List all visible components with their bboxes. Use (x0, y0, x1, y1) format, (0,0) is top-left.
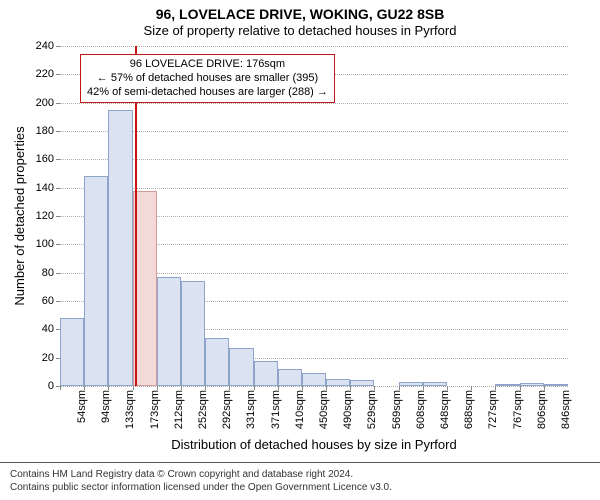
x-tick-label: 569sqm (391, 386, 403, 429)
x-tick-label: 529sqm (366, 386, 378, 429)
x-tick-label: 292sqm (221, 386, 233, 429)
histogram-bar (84, 176, 108, 386)
x-tick-label: 212sqm (173, 386, 185, 429)
annotation-line: 96 LOVELACE DRIVE: 176sqm (87, 58, 328, 72)
histogram-bar (205, 338, 229, 386)
histogram-bar (229, 348, 253, 386)
histogram-bar (278, 369, 302, 386)
y-tick-label: 40 (42, 323, 54, 335)
x-tick-label: 450sqm (318, 386, 330, 429)
x-tick-label: 331sqm (245, 386, 257, 429)
attribution-footer: Contains HM Land Registry data © Crown c… (0, 462, 600, 498)
histogram-bar (302, 373, 326, 386)
y-tick-label: 0 (48, 380, 54, 392)
y-tick-label: 20 (42, 352, 54, 364)
y-tick-label: 220 (36, 68, 54, 80)
histogram-bar (108, 110, 132, 386)
x-tick-label: 767sqm (512, 386, 524, 429)
x-tick-label: 608sqm (415, 386, 427, 429)
y-tick-label: 180 (36, 125, 54, 137)
y-tick-label: 140 (36, 182, 54, 194)
x-tick-label: 846sqm (560, 386, 572, 429)
x-tick-label: 133sqm (124, 386, 136, 429)
x-tick-label: 688sqm (463, 386, 475, 429)
y-tick-label: 80 (42, 267, 54, 279)
histogram-bar (157, 277, 181, 386)
annotation-line: 42% of semi-detached houses are larger (… (87, 86, 328, 100)
chart-title: 96, LOVELACE DRIVE, WOKING, GU22 8SB (0, 0, 600, 22)
footer-line-1: Contains HM Land Registry data © Crown c… (10, 469, 590, 482)
annotation-line: ← 57% of detached houses are smaller (39… (87, 72, 328, 86)
annotation-box: 96 LOVELACE DRIVE: 176sqm← 57% of detach… (80, 54, 335, 103)
y-tick-label: 200 (36, 97, 54, 109)
footer-line-2: Contains public sector information licen… (10, 482, 590, 495)
y-tick-label: 60 (42, 295, 54, 307)
chart-subtitle: Size of property relative to detached ho… (0, 23, 600, 38)
y-tick-label: 100 (36, 238, 54, 250)
histogram-bar (326, 379, 350, 386)
y-tick-label: 240 (36, 40, 54, 52)
y-axis-title: Number of detached properties (12, 46, 27, 386)
histogram-bar (60, 318, 84, 386)
histogram-bar (254, 361, 278, 387)
x-tick-label: 648sqm (439, 386, 451, 429)
x-tick-label: 252sqm (197, 386, 209, 429)
y-tick-label: 120 (36, 210, 54, 222)
x-axis-title: Distribution of detached houses by size … (60, 437, 568, 452)
histogram-bar (181, 281, 205, 386)
y-tick-label: 160 (36, 153, 54, 165)
chart-container: 96, LOVELACE DRIVE, WOKING, GU22 8SB Siz… (0, 0, 600, 500)
x-tick-label: 490sqm (342, 386, 354, 429)
x-tick-label: 371sqm (270, 386, 282, 429)
plot-area: 02040608010012014016018020022024054sqm94… (60, 46, 568, 386)
x-tick-label: 94sqm (100, 386, 112, 423)
x-tick-label: 410sqm (294, 386, 306, 429)
x-tick-label: 173sqm (149, 386, 161, 429)
x-tick-label: 727sqm (487, 386, 499, 429)
x-tick-label: 54sqm (76, 386, 88, 423)
x-tick-label: 806sqm (536, 386, 548, 429)
